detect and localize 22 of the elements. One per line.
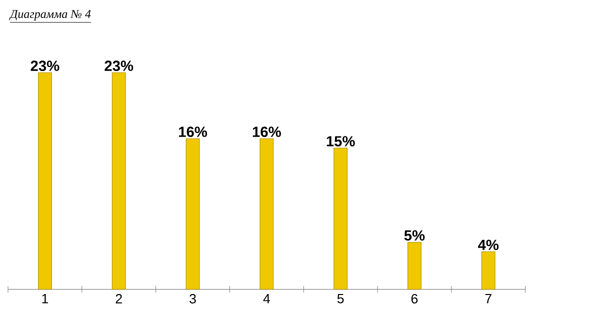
data-label: 5% bbox=[404, 230, 425, 241]
bar bbox=[481, 251, 496, 290]
x-tick-label: 6 bbox=[411, 294, 418, 304]
data-label: 4% bbox=[478, 240, 499, 250]
bar bbox=[112, 72, 126, 290]
data-label: 23% bbox=[104, 60, 134, 72]
bar bbox=[260, 138, 274, 290]
bar bbox=[186, 138, 200, 290]
bar bbox=[334, 148, 348, 290]
x-tick-label: 1 bbox=[42, 294, 48, 304]
data-label: 16% bbox=[179, 126, 208, 137]
bar bbox=[408, 242, 422, 290]
data-label: 15% bbox=[326, 136, 355, 146]
x-tick-label: 3 bbox=[190, 294, 196, 304]
bar bbox=[38, 72, 52, 290]
x-tick-label: 5 bbox=[337, 294, 344, 304]
data-label: 16% bbox=[252, 126, 281, 137]
x-tick-label: 4 bbox=[263, 294, 270, 304]
x-tick-label: 2 bbox=[116, 294, 122, 304]
chart-title: Диаграмма № 4 bbox=[9, 10, 91, 20]
data-label: 23% bbox=[30, 60, 60, 72]
x-tick-label: 7 bbox=[485, 294, 492, 304]
